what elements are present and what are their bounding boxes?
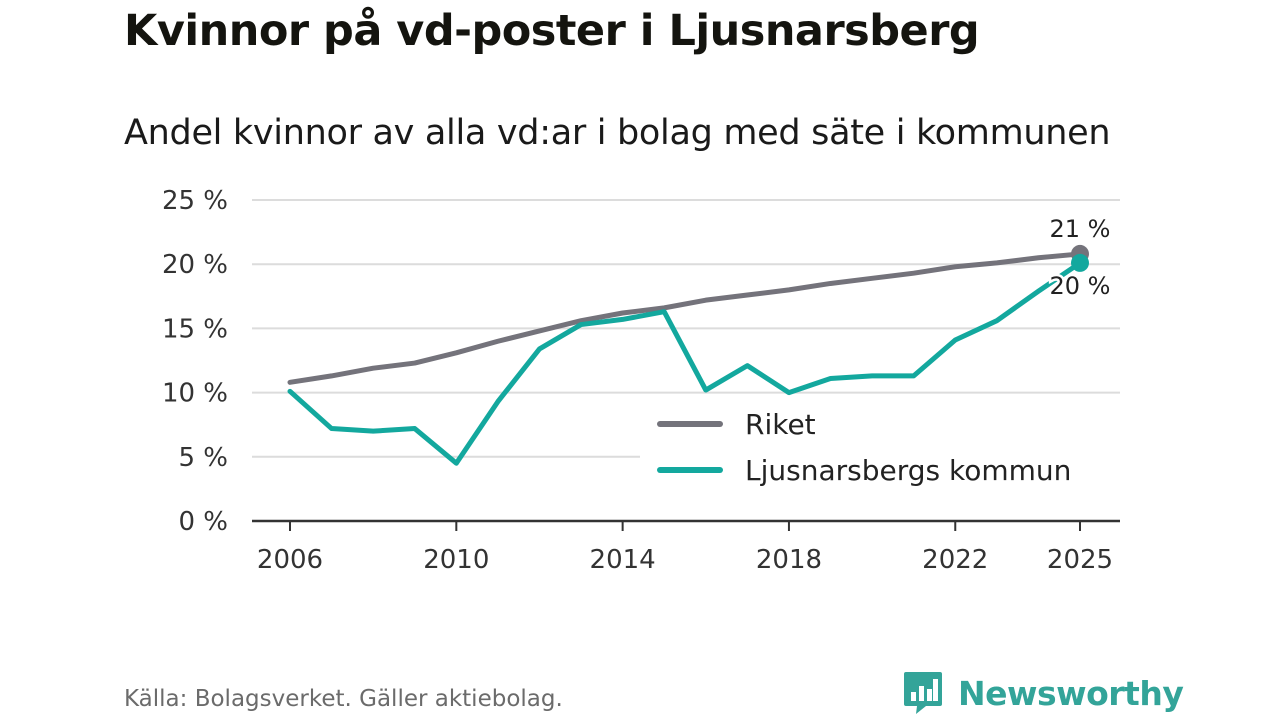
source-note: Källa: Bolagsverket. Gäller aktiebolag. <box>124 686 563 712</box>
line-chart: 0 %5 %10 %15 %20 %25 % 2006 2010 2014 2018 2… <box>162 186 1120 575</box>
legend-background <box>640 398 1120 506</box>
x-tick-label: 2014 <box>590 545 656 575</box>
end-marker-kommun <box>1071 253 1089 272</box>
x-axis: 2006 2010 2014 2018 2022 2025 <box>252 519 1120 575</box>
brand-logo: Newsworthy <box>902 668 1184 718</box>
x-tick-label: 2022 <box>922 545 988 575</box>
y-axis: 0 % 5 % 10 % 15 % 20 % 25 % <box>162 186 228 537</box>
y-tick-label: 5 % <box>178 443 228 473</box>
legend-label-riket: Riket <box>745 408 816 441</box>
series-line-kommun <box>287 260 1083 466</box>
end-label-riket: 21 % <box>1050 215 1111 243</box>
brand-name: Newsworthy <box>958 673 1184 713</box>
y-tick-label: 20 % <box>162 250 228 280</box>
newsworthy-logo-icon <box>904 672 942 714</box>
chart-subtitle: Andel kvinnor av alla vd:ar i bolag med … <box>124 113 1111 153</box>
y-tick-label: 0 % <box>178 507 228 537</box>
series-line-riket <box>287 251 1083 385</box>
legend-label-kommun: Ljusnarsbergs kommun <box>745 454 1071 487</box>
chart-title: Kvinnor på vd-poster i Ljusnarsberg <box>124 6 980 56</box>
end-label-kommun: 20 % <box>1050 272 1111 300</box>
x-tick-label: 2006 <box>257 545 323 575</box>
y-tick-label: 15 % <box>162 314 228 344</box>
series: 21 % 20 % <box>287 212 1113 466</box>
x-tick-label: 2025 <box>1047 545 1113 575</box>
x-tick-label: 2018 <box>756 545 822 575</box>
legend: Riket Ljusnarsbergs kommun <box>640 398 1120 506</box>
x-tick-label: 2010 <box>423 545 489 575</box>
y-tick-label: 25 % <box>162 186 228 216</box>
y-tick-label: 10 % <box>162 379 228 409</box>
